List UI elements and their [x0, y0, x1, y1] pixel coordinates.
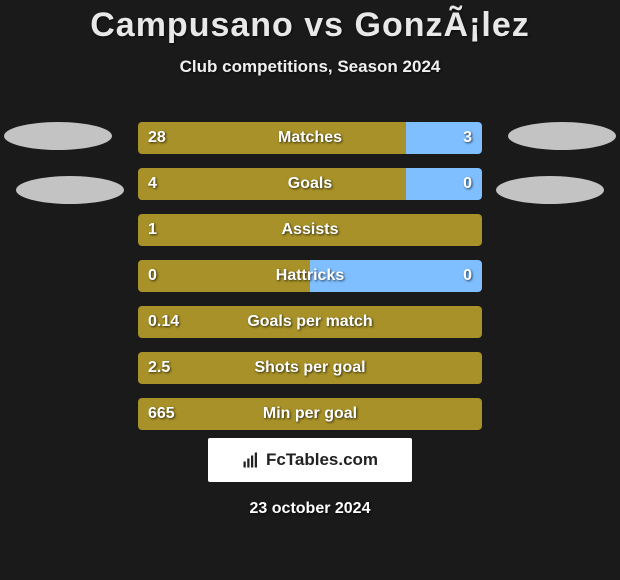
stat-value-right: 0	[463, 267, 472, 285]
stat-value-left: 28	[148, 129, 166, 147]
stat-value-left: 0.14	[148, 313, 179, 331]
stat-value-left: 1	[148, 221, 157, 239]
stat-value-right: 3	[463, 129, 472, 147]
stat-label: Goals per match	[247, 313, 372, 331]
stat-label: Shots per goal	[254, 359, 365, 377]
page-title: Campusano vs GonzÃ¡lez	[0, 0, 620, 45]
stat-row: 4 Goals 0	[138, 168, 482, 200]
stat-row: 2.5 Shots per goal	[138, 352, 482, 384]
page-subtitle: Club competitions, Season 2024	[0, 57, 620, 77]
stat-row: 665 Min per goal	[138, 398, 482, 430]
stat-value-left: 665	[148, 405, 175, 423]
stat-value-left: 4	[148, 175, 157, 193]
chart-icon	[242, 451, 260, 469]
brand-label: FcTables.com	[266, 450, 378, 470]
stat-value-right: 0	[463, 175, 472, 193]
stat-value-left: 2.5	[148, 359, 170, 377]
stat-label: Hattricks	[276, 267, 344, 285]
stat-label: Goals	[288, 175, 332, 193]
stat-value-left: 0	[148, 267, 157, 285]
player-left-badge-bottom	[16, 176, 124, 204]
stat-bars: 28 Matches 3 4 Goals 0 1 Assists 0 Hattr…	[138, 122, 482, 444]
date-label: 23 october 2024	[250, 500, 371, 518]
stat-row: 1 Assists	[138, 214, 482, 246]
stat-label: Assists	[282, 221, 339, 239]
stat-bar-left	[138, 168, 406, 200]
player-right-badge-bottom	[496, 176, 604, 204]
stat-label: Min per goal	[263, 405, 357, 423]
stat-row: 28 Matches 3	[138, 122, 482, 154]
stat-row: 0.14 Goals per match	[138, 306, 482, 338]
stat-bar-left	[138, 122, 406, 154]
stat-row: 0 Hattricks 0	[138, 260, 482, 292]
brand-box: FcTables.com	[208, 438, 412, 482]
player-left-badge-top	[4, 122, 112, 150]
stat-label: Matches	[278, 129, 342, 147]
player-right-badge-top	[508, 122, 616, 150]
